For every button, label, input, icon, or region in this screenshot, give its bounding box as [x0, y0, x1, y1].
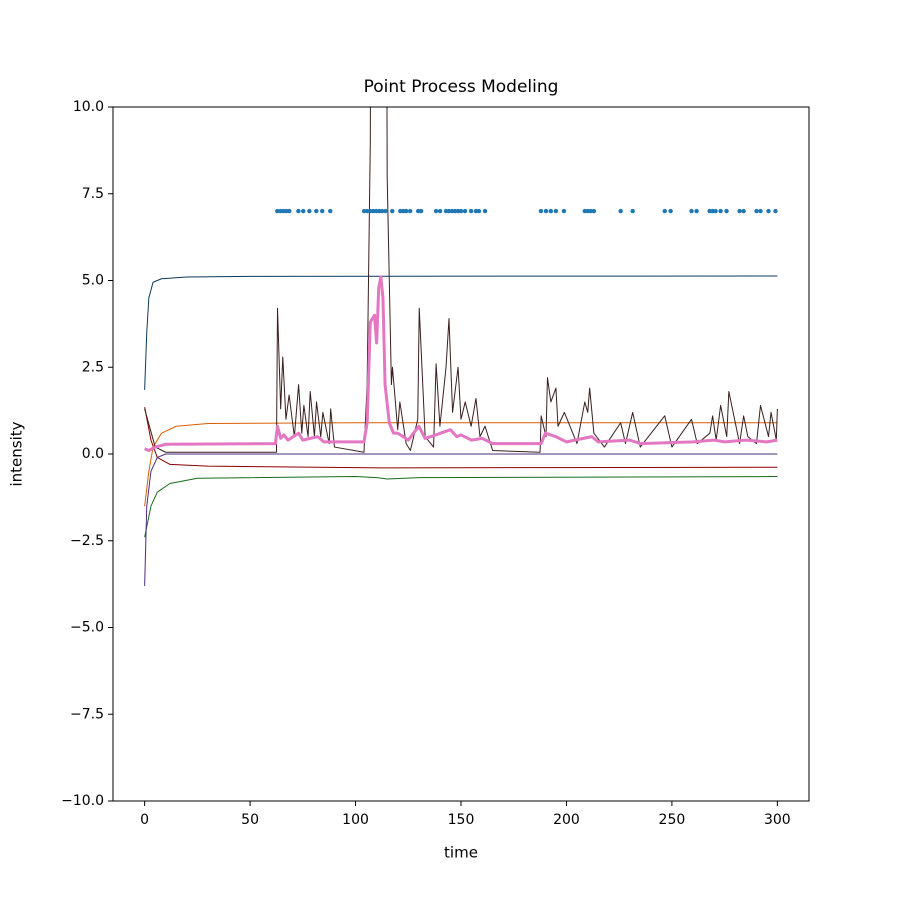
x-tick-label: 50: [241, 812, 259, 828]
event-dot: [543, 208, 549, 214]
event-dot: [314, 208, 319, 214]
event-dot: [737, 208, 742, 214]
event-dot: [287, 208, 292, 214]
event-dot: [275, 208, 280, 214]
event-dot: [482, 208, 488, 214]
x-tick-label: 200: [553, 812, 580, 828]
event-dot: [296, 208, 301, 214]
intensity-line: [144, 107, 778, 453]
chart-title: Point Process Modeling: [364, 77, 559, 97]
intensity-line: [144, 407, 778, 469]
event-dot: [561, 208, 567, 214]
x-tick-label: 300: [764, 812, 791, 828]
y-tick-label: −7.5: [70, 706, 104, 722]
plot-area: [144, 107, 778, 586]
event-dot: [718, 208, 723, 214]
event-dot: [773, 208, 778, 214]
y-tick-label: −2.5: [70, 533, 104, 549]
event-dot: [390, 208, 395, 214]
y-tick-label: 7.5: [82, 186, 104, 202]
y-axis-label: intensity: [8, 421, 26, 486]
event-dot: [724, 208, 729, 214]
intensity-line: [144, 275, 778, 390]
y-tick-label: −10.0: [61, 793, 104, 809]
event-dot: [591, 208, 597, 214]
event-dot: [588, 208, 593, 214]
event-dot: [462, 208, 468, 214]
event-dot: [694, 208, 699, 214]
event-dot: [548, 208, 554, 214]
x-tick-label: 250: [659, 812, 686, 828]
event-dot: [553, 208, 559, 214]
event-dot: [538, 208, 544, 214]
x-axis-label: time: [444, 844, 478, 862]
event-dot: [713, 208, 718, 214]
y-tick-label: 5.0: [82, 273, 104, 289]
event-dot: [307, 208, 312, 214]
y-tick-label: −5.0: [70, 620, 104, 636]
event-dot: [766, 208, 771, 214]
event-dot: [433, 208, 439, 214]
x-tick-label: 0: [140, 812, 149, 828]
intensity-line: [144, 453, 778, 586]
event-dot: [403, 208, 409, 214]
intensity-line: [144, 476, 778, 538]
event-dot: [458, 208, 464, 214]
event-dot: [754, 208, 759, 214]
y-tick-label: 2.5: [82, 359, 104, 375]
event-dot: [379, 208, 385, 214]
event-dot: [446, 208, 452, 214]
x-tick-label: 100: [342, 812, 369, 828]
event-dot: [320, 208, 325, 214]
y-tick-label: 0.0: [82, 446, 104, 462]
event-dot: [301, 208, 306, 214]
intensity-line: [144, 275, 778, 453]
event-dot: [476, 208, 482, 214]
event-dot: [437, 208, 443, 214]
event-dot: [364, 208, 370, 214]
y-tick-label: 10.0: [73, 99, 104, 115]
event-dot: [328, 208, 333, 214]
event-dot: [689, 208, 694, 214]
event-dot: [668, 208, 673, 214]
x-tick-label: 150: [448, 812, 475, 828]
event-dot: [758, 208, 763, 214]
event-dot: [407, 208, 413, 214]
event-dot: [662, 208, 667, 214]
event-dot: [468, 208, 474, 214]
event-dot: [630, 208, 635, 214]
event-dot: [741, 208, 746, 214]
event-dot: [418, 208, 424, 214]
event-dot: [618, 208, 623, 214]
intensity-line: [144, 422, 778, 507]
event-dot: [383, 208, 388, 214]
